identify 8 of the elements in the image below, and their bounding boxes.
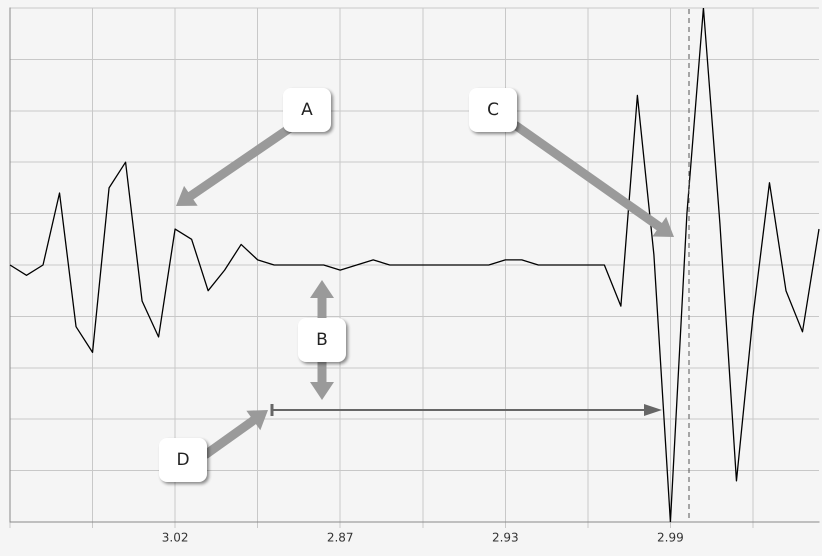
x-tick-label: 2.99 — [657, 530, 684, 544]
annotation: A — [283, 88, 331, 132]
x-tick-label: 2.87 — [326, 530, 354, 544]
annotation: C — [469, 88, 517, 132]
x-tick-label: 2.93 — [492, 530, 519, 544]
x-tick-label: 3.02 — [162, 530, 188, 544]
annotation: D — [159, 438, 207, 482]
annotation: B — [298, 318, 346, 362]
